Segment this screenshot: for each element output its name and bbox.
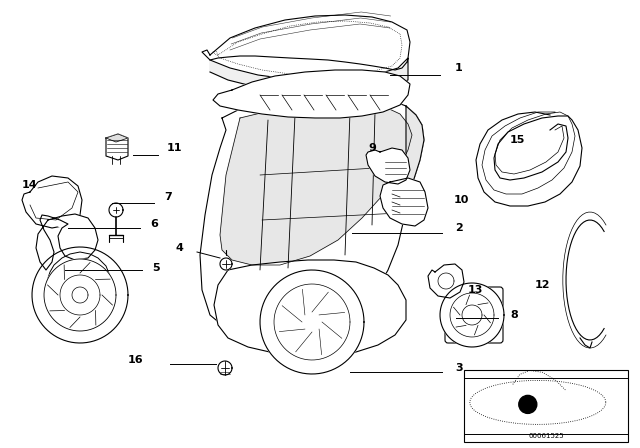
Polygon shape — [260, 270, 364, 374]
Text: 5: 5 — [152, 263, 159, 273]
Text: 1: 1 — [455, 63, 463, 73]
Text: 16: 16 — [128, 355, 143, 365]
Polygon shape — [60, 275, 100, 315]
Polygon shape — [213, 70, 410, 118]
Text: 7: 7 — [164, 192, 172, 202]
Text: 4: 4 — [175, 243, 183, 253]
Polygon shape — [200, 96, 424, 340]
Polygon shape — [406, 106, 424, 210]
Polygon shape — [22, 176, 82, 228]
Text: 11: 11 — [167, 143, 182, 153]
Polygon shape — [218, 361, 232, 375]
Text: 2: 2 — [455, 223, 463, 233]
Polygon shape — [380, 178, 428, 226]
Text: 9: 9 — [368, 143, 376, 153]
Text: 14: 14 — [22, 180, 38, 190]
Text: 8: 8 — [510, 310, 518, 320]
Polygon shape — [44, 259, 116, 331]
Text: 12: 12 — [535, 280, 550, 290]
Polygon shape — [440, 283, 504, 347]
Polygon shape — [210, 56, 408, 92]
Polygon shape — [494, 116, 568, 180]
Polygon shape — [32, 247, 128, 343]
Polygon shape — [48, 214, 98, 260]
FancyBboxPatch shape — [445, 287, 503, 343]
Polygon shape — [214, 260, 406, 356]
Bar — [464, 370, 628, 442]
Polygon shape — [366, 148, 410, 184]
Text: 15: 15 — [510, 135, 525, 145]
Text: 00061525: 00061525 — [528, 433, 564, 439]
Text: 10: 10 — [454, 195, 469, 205]
Polygon shape — [202, 15, 410, 80]
Text: 3: 3 — [455, 363, 463, 373]
Text: 13: 13 — [468, 285, 483, 295]
Polygon shape — [106, 134, 128, 142]
Polygon shape — [109, 203, 123, 217]
Circle shape — [519, 396, 537, 414]
Polygon shape — [274, 284, 350, 360]
Polygon shape — [450, 293, 494, 337]
Polygon shape — [462, 305, 482, 325]
Polygon shape — [220, 258, 232, 270]
Polygon shape — [72, 287, 88, 303]
Polygon shape — [438, 273, 454, 289]
Text: 6: 6 — [150, 219, 158, 229]
Polygon shape — [428, 264, 464, 298]
Polygon shape — [106, 134, 128, 160]
Polygon shape — [220, 104, 412, 265]
